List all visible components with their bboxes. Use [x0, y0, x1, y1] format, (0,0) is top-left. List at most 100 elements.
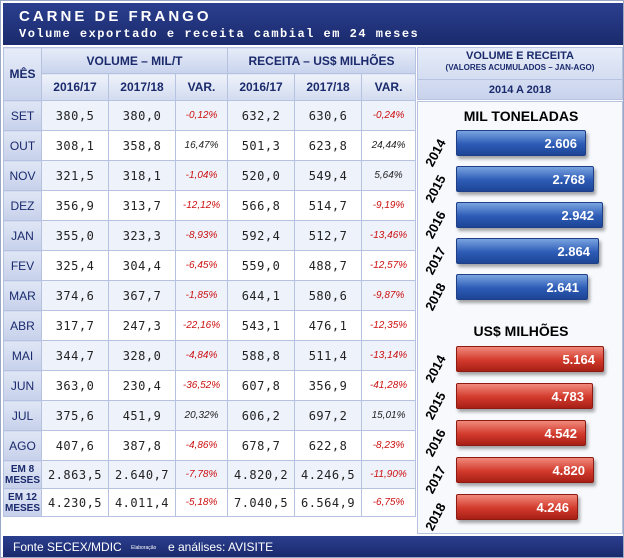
bar-2018: 4.246 [456, 494, 578, 520]
year-label: 2016 [422, 426, 449, 460]
volume-var-cell: -7,78% [174, 460, 229, 489]
header-receita-2016-17: 2016/17 [227, 73, 296, 101]
volume-var-cell: -8,93% [174, 220, 229, 251]
table-row: FEV 325,4 304,4 -6,45% 559,0 488,7 -12,57% [3, 250, 417, 281]
side-panel-charts: MIL TONELADAS 2.606 2014 2.768 2015 2.942 201… [417, 101, 623, 534]
side-heading-subtitle: (VALORES ACUMULADOS – JAN-AGO) [445, 63, 595, 72]
table-row: JAN 355,0 323,3 -8,93% 592,4 512,7 -13,46% [3, 220, 417, 251]
volume-var-cell: -1,04% [174, 160, 229, 191]
month-cell: MAI [3, 340, 42, 371]
receita-2016-17-cell: 607,8 [227, 370, 296, 401]
volume-var-cell: 16,47% [174, 130, 229, 161]
receita-2016-17-cell: 501,3 [227, 130, 296, 161]
volume-2017-18-cell: 313,7 [108, 190, 176, 221]
table-row: NOV 321,5 318,1 -1,04% 520,0 549,4 5,64% [3, 160, 417, 191]
receita-2017-18-cell: 511,4 [294, 340, 363, 371]
volume-2016-17-cell: 344,7 [41, 340, 109, 371]
bar-2015: 2.768 [456, 166, 594, 192]
receita-var-cell: -8,23% [361, 430, 417, 461]
bar-value-label: 4.542 [544, 426, 577, 441]
receita-2017-18-cell: 4.246,5 [294, 460, 363, 489]
receita-2017-18-cell: 6.564,9 [294, 488, 363, 517]
table-row: SET 380,5 380,0 -0,12% 632,2 630,6 -0,24% [3, 100, 417, 131]
month-cell: SET [3, 100, 42, 131]
table-row: ABR 317,7 247,3 -22,16% 543,1 476,1 -12,35% [3, 310, 417, 341]
volume-2016-17-cell: 2.863,5 [41, 460, 109, 489]
volume-var-cell: -1,85% [174, 280, 229, 311]
table-row: MAI 344,7 328,0 -4,84% 588,8 511,4 -13,14% [3, 340, 417, 371]
bar-2017: 4.820 [456, 457, 594, 483]
receita-var-cell: -13,46% [361, 220, 417, 251]
volume-2017-18-cell: 367,7 [108, 280, 176, 311]
volume-2016-17-cell: 374,6 [41, 280, 109, 311]
year-label: 2015 [422, 389, 449, 423]
volume-2017-18-cell: 451,9 [108, 400, 176, 431]
year-label: 2018 [422, 280, 449, 314]
volume-var-cell: -6,45% [174, 250, 229, 281]
year-label: 2014 [422, 352, 449, 386]
receita-2017-18-cell: 630,6 [294, 100, 363, 131]
volume-var-cell: -4,84% [174, 340, 229, 371]
header-mes: MÊS [3, 47, 42, 101]
receita-2016-17-cell: 644,1 [227, 280, 296, 311]
header-receita-2017-18: 2017/18 [294, 73, 363, 101]
receita-var-cell: -9,87% [361, 280, 417, 311]
receita-2016-17-cell: 566,8 [227, 190, 296, 221]
table-row: JUN 363,0 230,4 -36,52% 607,8 356,9 -41,28% [3, 370, 417, 401]
bar-value-label: 2.864 [557, 244, 590, 259]
volume-2017-18-cell: 318,1 [108, 160, 176, 191]
receita-var-cell: -9,19% [361, 190, 417, 221]
header-receita: RECEITA – US$ MILHÕES [227, 47, 417, 74]
receita-2016-17-cell: 592,4 [227, 220, 296, 251]
side-heading-title: VOLUME E RECEITA [466, 50, 574, 62]
page-subtitle: Volume exportado e receita cambial em 24… [19, 27, 420, 41]
receita-2016-17-cell: 559,0 [227, 250, 296, 281]
bar-2016: 4.542 [456, 420, 586, 446]
receita-2016-17-cell: 632,2 [227, 100, 296, 131]
volume-var-cell: -0,12% [174, 100, 229, 131]
volume-chart-title: MIL TONELADAS [463, 108, 579, 124]
month-cell: EM 8 MESES [3, 460, 42, 489]
volume-2017-18-cell: 247,3 [108, 310, 176, 341]
bar-value-label: 5.164 [562, 352, 595, 367]
receita-2017-18-cell: 697,2 [294, 400, 363, 431]
receita-2016-17-cell: 543,1 [227, 310, 296, 341]
volume-2016-17-cell: 380,5 [41, 100, 109, 131]
receita-2016-17-cell: 520,0 [227, 160, 296, 191]
receita-2016-17-cell: 7.040,5 [227, 488, 296, 517]
header-volume-var: VAR. [174, 73, 229, 101]
footer-analysis: e análises: AVISITE [168, 540, 274, 554]
year-label: 2017 [422, 244, 449, 278]
month-cell: JAN [3, 220, 42, 251]
volume-2016-17-cell: 325,4 [41, 250, 109, 281]
volume-var-cell: -22,16% [174, 310, 229, 341]
receita-var-cell: -13,14% [361, 340, 417, 371]
table-row: AGO 407,6 387,8 -4,86% 678,7 622,8 -8,23% [3, 430, 417, 461]
receita-chart-title: US$ MILHÕES [473, 323, 569, 339]
receita-var-cell: -6,75% [361, 488, 417, 517]
bar-2017: 2.864 [456, 238, 599, 264]
month-cell: JUL [3, 400, 42, 431]
month-cell: OUT [3, 130, 42, 161]
bar-value-label: 2.942 [561, 208, 594, 223]
volume-2017-18-cell: 387,8 [108, 430, 176, 461]
year-label: 2017 [422, 463, 449, 497]
receita-2017-18-cell: 488,7 [294, 250, 363, 281]
receita-2017-18-cell: 623,8 [294, 130, 363, 161]
receita-2017-18-cell: 512,7 [294, 220, 363, 251]
volume-2017-18-cell: 328,0 [108, 340, 176, 371]
volume-2016-17-cell: 356,9 [41, 190, 109, 221]
year-label: 2014 [422, 136, 449, 170]
volume-var-cell: 20,32% [174, 400, 229, 431]
volume-var-cell: -36,52% [174, 370, 229, 401]
receita-2016-17-cell: 678,7 [227, 430, 296, 461]
receita-2016-17-cell: 588,8 [227, 340, 296, 371]
header-volume: VOLUME – MIL/T [40, 47, 229, 74]
volume-2017-18-cell: 304,4 [108, 250, 176, 281]
month-cell: FEV [3, 250, 42, 281]
receita-2017-18-cell: 514,7 [294, 190, 363, 221]
receita-var-cell: 5,64% [361, 160, 417, 191]
receita-2017-18-cell: 622,8 [294, 430, 363, 461]
receita-var-cell: -12,57% [361, 250, 417, 281]
bar-value-label: 4.246 [536, 500, 569, 515]
